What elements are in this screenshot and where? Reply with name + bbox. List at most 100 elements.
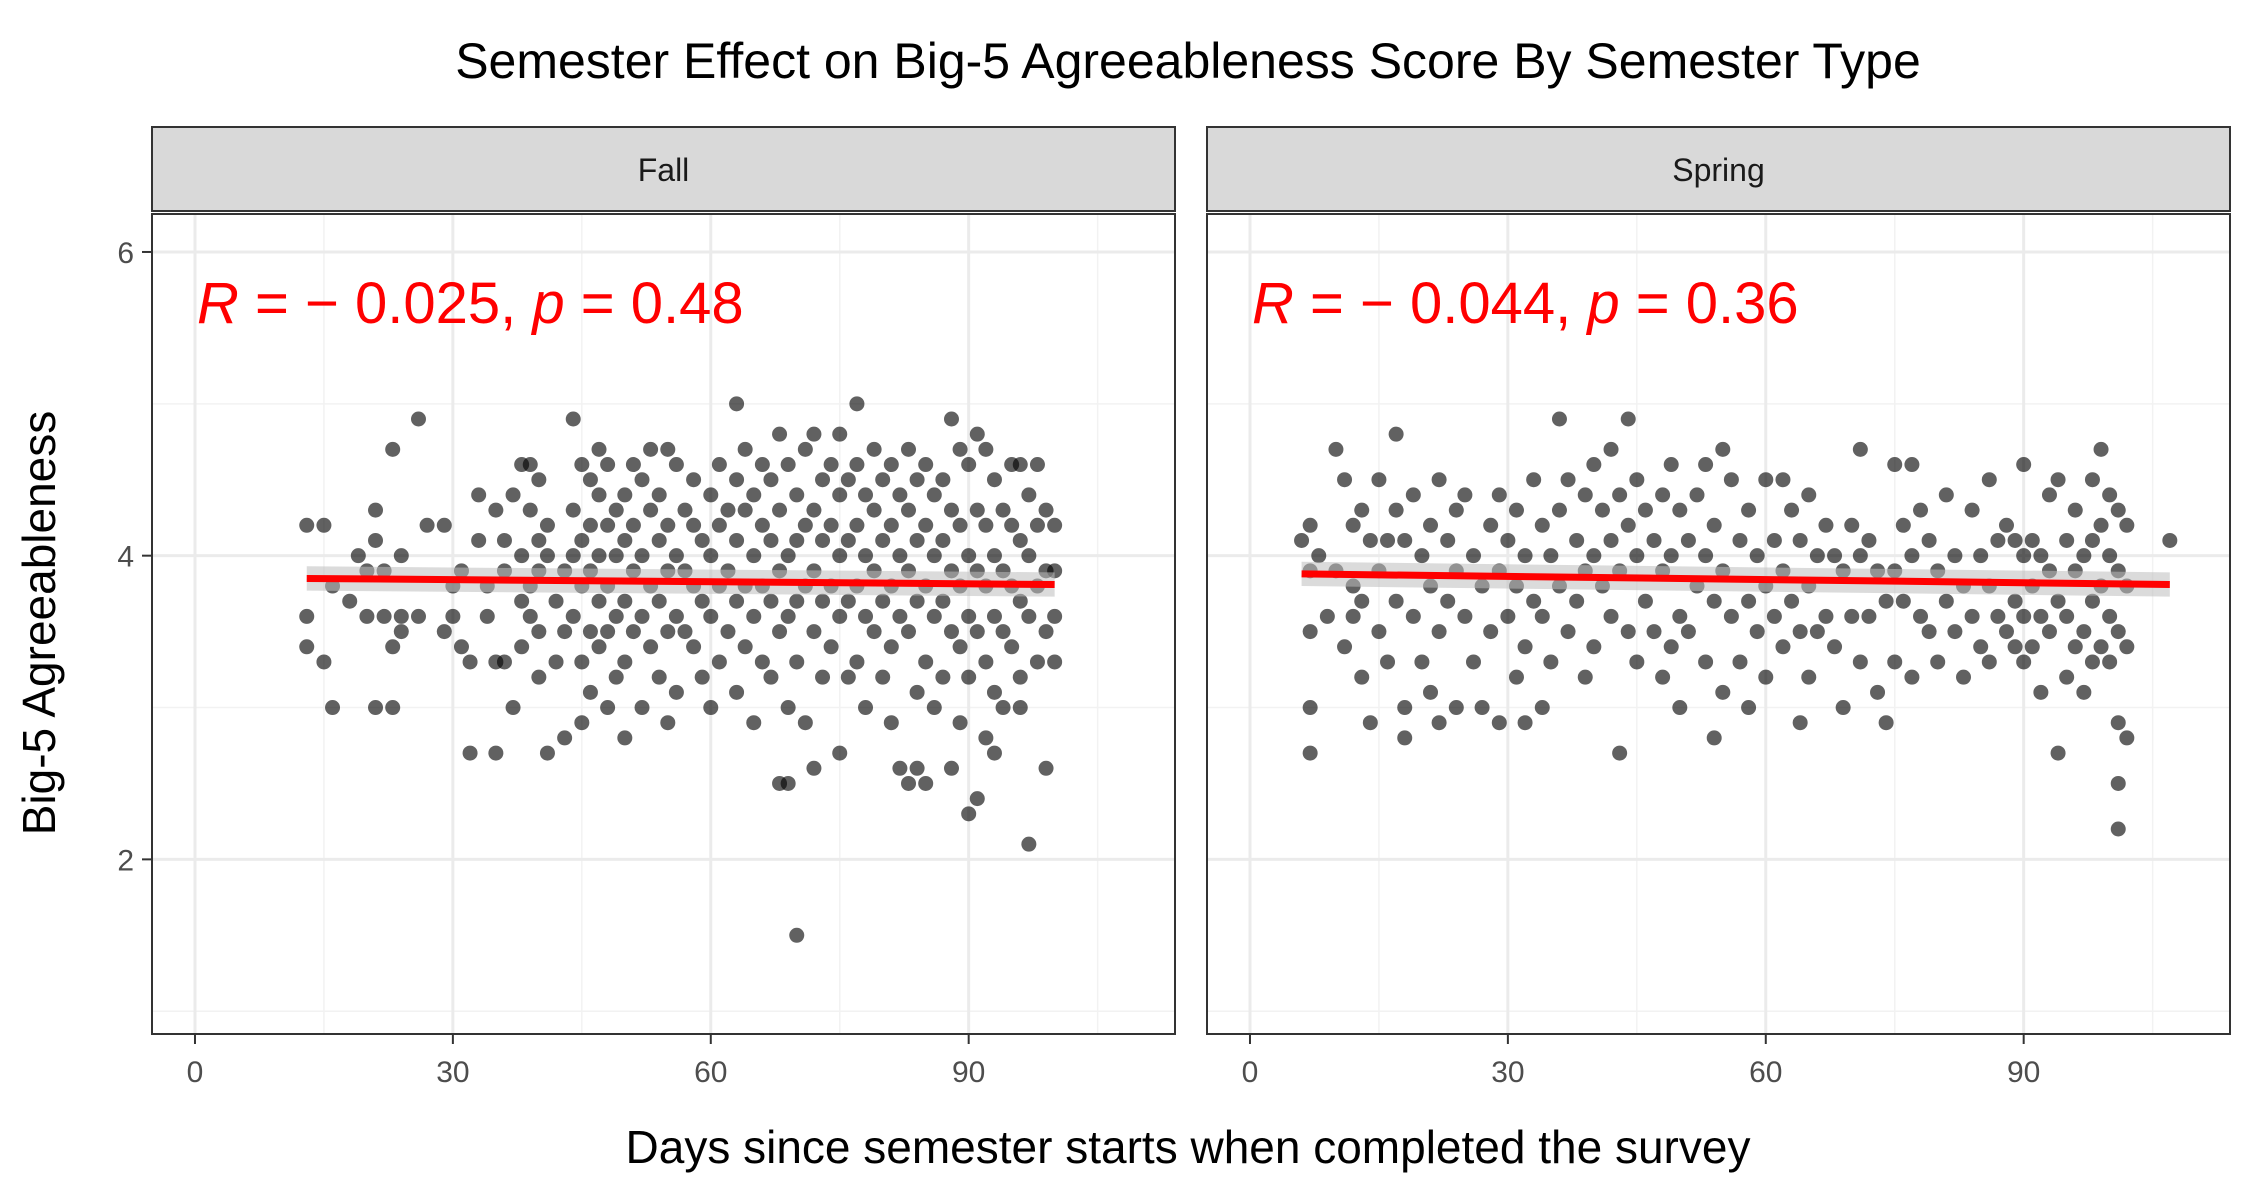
data-point bbox=[1397, 532, 1413, 548]
data-point bbox=[754, 654, 770, 670]
data-point bbox=[1938, 487, 1954, 503]
y-tick-label: 4 bbox=[117, 541, 134, 574]
data-point bbox=[1646, 532, 1662, 548]
data-point bbox=[2110, 821, 2126, 837]
data-point bbox=[875, 593, 891, 609]
data-point bbox=[2102, 548, 2118, 564]
data-point bbox=[1938, 593, 1954, 609]
data-point bbox=[729, 593, 745, 609]
data-point bbox=[591, 441, 607, 457]
data-point bbox=[909, 593, 925, 609]
data-point bbox=[2059, 669, 2075, 685]
data-point bbox=[883, 457, 899, 473]
data-point bbox=[2016, 654, 2032, 670]
data-point bbox=[1732, 654, 1748, 670]
data-point bbox=[1526, 472, 1542, 488]
data-point bbox=[2007, 593, 2023, 609]
data-point bbox=[1921, 624, 1937, 640]
data-point bbox=[2067, 639, 2083, 655]
data-point bbox=[2041, 624, 2057, 640]
data-point bbox=[1732, 532, 1748, 548]
data-point bbox=[1904, 669, 1920, 685]
correlation-label: R = − 0.025, p = 0.48 bbox=[197, 271, 744, 336]
data-point bbox=[625, 624, 641, 640]
data-point bbox=[2033, 548, 2049, 564]
data-point bbox=[1775, 472, 1791, 488]
data-point bbox=[2110, 775, 2126, 791]
data-point bbox=[780, 775, 796, 791]
data-point bbox=[703, 700, 719, 716]
data-point bbox=[1388, 426, 1404, 442]
data-point bbox=[1405, 608, 1421, 624]
data-point bbox=[918, 654, 934, 670]
data-point bbox=[978, 730, 994, 746]
data-point bbox=[1723, 608, 1739, 624]
data-point bbox=[1423, 684, 1439, 700]
data-point bbox=[574, 654, 590, 670]
data-point bbox=[668, 684, 684, 700]
data-point bbox=[1517, 715, 1533, 731]
data-point bbox=[368, 532, 384, 548]
data-point bbox=[1964, 608, 1980, 624]
data-point bbox=[299, 517, 315, 533]
data-point bbox=[806, 502, 822, 518]
data-point bbox=[892, 760, 908, 776]
data-point bbox=[1047, 654, 1063, 670]
data-point bbox=[316, 654, 332, 670]
data-point bbox=[2119, 639, 2135, 655]
data-point bbox=[1973, 639, 1989, 655]
data-point bbox=[926, 700, 942, 716]
data-point bbox=[806, 426, 822, 442]
data-point bbox=[548, 654, 564, 670]
data-point bbox=[935, 593, 951, 609]
data-point bbox=[703, 487, 719, 503]
data-point bbox=[901, 441, 917, 457]
panel-border bbox=[1206, 213, 2231, 1035]
data-point bbox=[2067, 502, 2083, 518]
data-point bbox=[2076, 548, 2092, 564]
data-point bbox=[471, 487, 487, 503]
data-point bbox=[385, 441, 401, 457]
data-point bbox=[858, 608, 874, 624]
data-point bbox=[1973, 548, 1989, 564]
data-point bbox=[823, 517, 839, 533]
correlation-label: R = − 0.044, p = 0.36 bbox=[1252, 271, 1799, 336]
data-point bbox=[943, 624, 959, 640]
data-point bbox=[763, 593, 779, 609]
data-point bbox=[875, 669, 891, 685]
data-point bbox=[600, 624, 616, 640]
x-tick-label: 60 bbox=[1749, 1056, 1782, 1089]
data-point bbox=[1465, 654, 1481, 670]
data-point bbox=[1715, 684, 1731, 700]
data-point bbox=[462, 745, 478, 761]
data-point bbox=[2033, 608, 2049, 624]
data-point bbox=[737, 441, 753, 457]
data-point bbox=[1354, 502, 1370, 518]
data-point bbox=[1021, 608, 1037, 624]
data-point bbox=[565, 502, 581, 518]
data-point bbox=[385, 639, 401, 655]
data-point bbox=[1646, 624, 1662, 640]
data-point bbox=[849, 654, 865, 670]
data-point bbox=[2059, 608, 2075, 624]
data-point bbox=[1792, 532, 1808, 548]
data-point bbox=[780, 548, 796, 564]
panel-fall: Fall R = − 0.025, p = 0.48 0 30 60 90 2 4 6 bbox=[117, 126, 1176, 1089]
facet-strip bbox=[1206, 126, 2231, 212]
data-point bbox=[866, 502, 882, 518]
data-point bbox=[625, 457, 641, 473]
data-point bbox=[1698, 654, 1714, 670]
data-point bbox=[1491, 487, 1507, 503]
data-point bbox=[1861, 532, 1877, 548]
data-point bbox=[1998, 517, 2014, 533]
data-point bbox=[436, 517, 452, 533]
data-point bbox=[1620, 517, 1636, 533]
data-point bbox=[866, 441, 882, 457]
data-point bbox=[986, 472, 1002, 488]
data-point bbox=[943, 411, 959, 427]
data-point bbox=[1038, 760, 1054, 776]
data-point bbox=[858, 487, 874, 503]
data-point bbox=[729, 396, 745, 412]
data-point bbox=[986, 684, 1002, 700]
data-point bbox=[385, 700, 401, 716]
